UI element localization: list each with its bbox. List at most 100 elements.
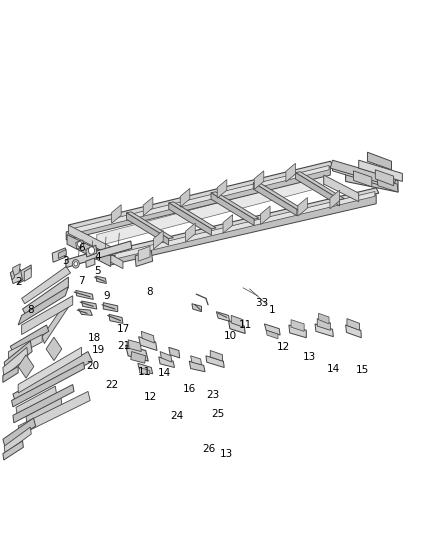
- Polygon shape: [223, 215, 233, 233]
- Polygon shape: [46, 337, 62, 361]
- Polygon shape: [359, 160, 403, 181]
- Polygon shape: [143, 197, 153, 216]
- Polygon shape: [186, 223, 195, 242]
- Polygon shape: [21, 266, 71, 304]
- Polygon shape: [154, 230, 163, 249]
- Polygon shape: [67, 235, 111, 266]
- Text: 12: 12: [144, 392, 158, 402]
- Polygon shape: [206, 356, 224, 368]
- Polygon shape: [103, 303, 118, 312]
- Polygon shape: [126, 345, 148, 361]
- Circle shape: [74, 262, 78, 266]
- Polygon shape: [296, 172, 344, 199]
- Polygon shape: [3, 348, 28, 377]
- Text: 24: 24: [170, 411, 184, 422]
- Polygon shape: [115, 191, 375, 259]
- Text: 4: 4: [94, 252, 101, 262]
- Polygon shape: [330, 160, 396, 187]
- Polygon shape: [76, 240, 84, 249]
- Polygon shape: [192, 304, 201, 312]
- Text: 22: 22: [105, 379, 118, 390]
- Polygon shape: [22, 277, 68, 319]
- Polygon shape: [180, 188, 190, 207]
- Polygon shape: [346, 168, 398, 192]
- Polygon shape: [377, 177, 398, 192]
- Polygon shape: [16, 386, 57, 415]
- Polygon shape: [65, 241, 132, 268]
- Polygon shape: [317, 319, 330, 330]
- Text: 1: 1: [269, 305, 276, 315]
- Circle shape: [72, 260, 79, 268]
- Polygon shape: [18, 287, 68, 325]
- Text: 10: 10: [224, 330, 237, 341]
- Polygon shape: [291, 320, 304, 332]
- Polygon shape: [261, 206, 270, 225]
- Text: 9: 9: [103, 290, 110, 301]
- Text: 15: 15: [356, 365, 369, 375]
- Polygon shape: [216, 312, 230, 321]
- Polygon shape: [12, 362, 85, 407]
- Polygon shape: [211, 193, 254, 225]
- Polygon shape: [68, 225, 112, 256]
- Polygon shape: [66, 166, 330, 240]
- Polygon shape: [9, 335, 42, 360]
- Polygon shape: [266, 330, 278, 339]
- Text: 8: 8: [147, 287, 153, 297]
- Polygon shape: [18, 265, 31, 284]
- Polygon shape: [159, 357, 174, 368]
- Polygon shape: [296, 173, 339, 206]
- Polygon shape: [211, 192, 259, 219]
- Polygon shape: [112, 205, 121, 223]
- Polygon shape: [12, 264, 20, 277]
- Polygon shape: [97, 175, 324, 246]
- Polygon shape: [286, 163, 296, 182]
- Polygon shape: [330, 190, 339, 209]
- Polygon shape: [11, 271, 14, 280]
- Polygon shape: [86, 258, 95, 268]
- Polygon shape: [254, 171, 264, 189]
- Polygon shape: [169, 348, 180, 358]
- Polygon shape: [189, 361, 205, 372]
- Polygon shape: [353, 171, 372, 187]
- Polygon shape: [11, 269, 22, 284]
- Polygon shape: [140, 368, 150, 375]
- Polygon shape: [289, 325, 306, 338]
- Polygon shape: [138, 246, 150, 261]
- Circle shape: [78, 241, 82, 247]
- Text: 11: 11: [239, 320, 252, 330]
- Polygon shape: [128, 340, 141, 352]
- Polygon shape: [58, 249, 66, 259]
- Text: 21: 21: [117, 341, 131, 351]
- Polygon shape: [81, 301, 97, 309]
- Text: 7: 7: [78, 277, 85, 286]
- Polygon shape: [24, 268, 31, 281]
- Polygon shape: [160, 352, 172, 362]
- Polygon shape: [3, 418, 35, 447]
- Polygon shape: [138, 364, 152, 374]
- Polygon shape: [74, 165, 329, 233]
- Polygon shape: [4, 341, 32, 373]
- Polygon shape: [52, 248, 66, 262]
- Polygon shape: [3, 367, 18, 382]
- Polygon shape: [68, 161, 333, 230]
- Polygon shape: [127, 213, 169, 245]
- Text: 26: 26: [202, 445, 215, 454]
- Text: 13: 13: [302, 352, 315, 362]
- Polygon shape: [139, 337, 157, 351]
- Polygon shape: [253, 182, 302, 209]
- Polygon shape: [375, 169, 394, 185]
- Polygon shape: [3, 441, 23, 460]
- Polygon shape: [324, 175, 359, 201]
- Polygon shape: [217, 180, 227, 198]
- Polygon shape: [265, 324, 280, 335]
- Polygon shape: [191, 356, 201, 365]
- Polygon shape: [127, 212, 173, 239]
- Polygon shape: [135, 251, 152, 266]
- Polygon shape: [315, 324, 333, 337]
- Polygon shape: [123, 195, 359, 261]
- Text: 12: 12: [277, 342, 290, 352]
- Text: 17: 17: [117, 324, 130, 334]
- Polygon shape: [141, 332, 154, 343]
- Polygon shape: [18, 355, 34, 378]
- Polygon shape: [42, 298, 71, 344]
